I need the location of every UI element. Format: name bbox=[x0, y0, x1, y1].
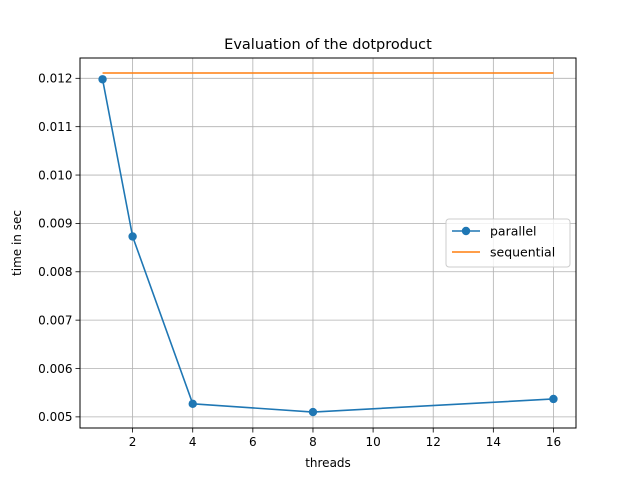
y-tick-label: 0.005 bbox=[38, 410, 72, 424]
legend-label-sequential: sequential bbox=[490, 245, 555, 260]
y-axis-label: time in sec bbox=[10, 210, 24, 276]
x-tick-label: 6 bbox=[249, 435, 257, 449]
y-tick-label: 0.011 bbox=[38, 120, 72, 134]
data-point-parallel bbox=[188, 399, 197, 409]
y-tick-label: 0.006 bbox=[38, 362, 72, 376]
chart-title: Evaluation of the dotproduct bbox=[224, 37, 432, 53]
y-tick-label: 0.012 bbox=[38, 72, 72, 86]
y-tick-label: 0.007 bbox=[38, 313, 72, 327]
legend-label-parallel: parallel bbox=[490, 224, 537, 239]
x-tick-label: 10 bbox=[365, 435, 380, 449]
data-point-parallel bbox=[98, 75, 107, 84]
x-tick-label: 16 bbox=[546, 435, 561, 449]
x-tick-label: 4 bbox=[189, 435, 197, 449]
x-tick-label: 12 bbox=[426, 435, 441, 449]
y-tick-label: 0.010 bbox=[38, 168, 72, 182]
x-tick-label: 14 bbox=[486, 435, 501, 449]
axis-ticks: 2 4 6 8 10 12 14 16 0.005 0.006 0.007 0.008 0.009 0.0… bbox=[38, 72, 561, 449]
data-point-parallel bbox=[549, 394, 558, 404]
legend-marker-parallel bbox=[461, 226, 471, 236]
x-axis-label: threads bbox=[305, 456, 351, 470]
y-tick-label: 0.009 bbox=[38, 217, 72, 231]
data-point-parallel bbox=[128, 232, 137, 241]
y-tick-label: 0.008 bbox=[38, 265, 72, 279]
data-point-parallel bbox=[308, 407, 318, 417]
x-tick-label: 2 bbox=[129, 435, 137, 449]
x-tick-label: 8 bbox=[309, 435, 317, 449]
plot-frame bbox=[79, 57, 577, 429]
legend: parallel sequential bbox=[445, 218, 571, 268]
series-layer bbox=[98, 72, 558, 417]
grid bbox=[80, 58, 576, 428]
